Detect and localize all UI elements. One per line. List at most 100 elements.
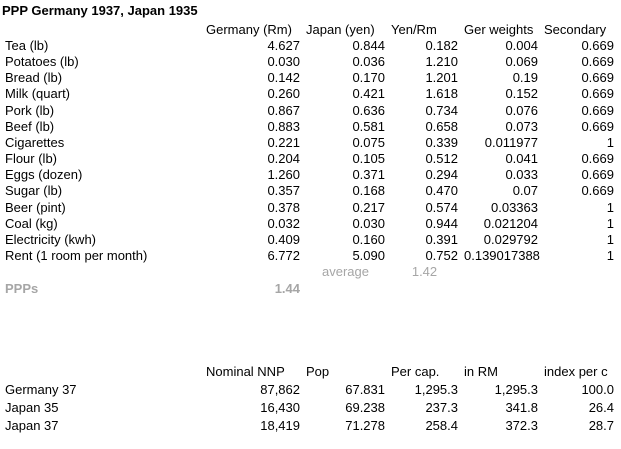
- cell-value: 0.029792: [483, 232, 538, 248]
- cell-value: 237.3: [425, 399, 458, 415]
- price-table-row: Eggs (dozen) 1.260 0.371 0.294 0.033 0.669: [2, 167, 621, 183]
- ppps-label: PPPs: [5, 280, 39, 296]
- cell-value: 0.391: [425, 232, 458, 248]
- nnp-table-row: Japan 35 16,430 69.238 237.3 341.8 26.4: [2, 398, 621, 416]
- cell-value: 0.073: [505, 118, 538, 134]
- nnp-table: Nominal NNP Pop Per cap. in RM index per…: [2, 362, 621, 434]
- cell-value: 28.7: [588, 417, 614, 433]
- cell-value: 0.004: [505, 37, 538, 53]
- price-table-row: Beer (pint) 0.378 0.217 0.574 0.03363 1: [2, 199, 621, 215]
- cell-value: 71.278: [345, 417, 385, 433]
- cell-value: 0.636: [352, 102, 385, 118]
- cell-value: 0.669: [581, 118, 614, 134]
- cell-value: 0.221: [267, 134, 300, 150]
- cell-value: 1.260: [267, 167, 300, 183]
- cell-value: 0.076: [505, 102, 538, 118]
- cell-value: 0.669: [581, 102, 614, 118]
- cell-value: 6.772: [267, 248, 300, 264]
- cell-value: 0.574: [425, 199, 458, 215]
- price-table-body: Tea (lb) 4.627 0.844 0.182 0.004 0.669 Potatoe…: [2, 37, 621, 264]
- row-label: Japan 35: [5, 399, 59, 415]
- row-label: Tea (lb): [5, 37, 49, 53]
- cell-value: 0.734: [425, 102, 458, 118]
- cell-value: 1,295.3: [414, 381, 458, 397]
- cell-value: 0.182: [425, 37, 458, 53]
- cell-value: 67.831: [345, 381, 385, 397]
- cell-value: 1.618: [425, 86, 458, 102]
- row-label: Sugar (lb): [5, 183, 63, 199]
- price-table-row: Flour (lb) 0.204 0.105 0.512 0.041 0.669: [2, 151, 621, 167]
- cell-value: 0.204: [267, 151, 300, 167]
- cell-value: 0.142: [267, 70, 300, 86]
- col-header-germany: Germany (Rm): [206, 21, 292, 37]
- row-label: Germany 37: [5, 381, 77, 397]
- col-header-per-cap: Per cap.: [391, 363, 440, 379]
- nnp-table-body: Germany 37 87,862 67.831 1,295.3 1,295.3 100.…: [2, 380, 621, 434]
- cell-value: 1: [606, 215, 614, 231]
- cell-value: 0.357: [267, 183, 300, 199]
- cell-value: 26.4: [588, 399, 614, 415]
- cell-value: 18,419: [260, 417, 300, 433]
- cell-value: 0.139017388: [464, 248, 540, 264]
- price-table-row: Pork (lb) 0.867 0.636 0.734 0.076 0.669: [2, 102, 621, 118]
- cell-value: 87,862: [260, 381, 300, 397]
- cell-value: 0.069: [505, 53, 538, 69]
- price-table-header-row: Germany (Rm) Japan (yen) Yen/Rm Ger weig…: [2, 21, 621, 37]
- cell-value: 1: [606, 199, 614, 215]
- price-table-row: Bread (lb) 0.142 0.170 1.201 0.19 0.669: [2, 70, 621, 86]
- price-table-row: Electricity (kwh) 0.409 0.160 0.391 0.029792…: [2, 231, 621, 247]
- cell-value: 0.658: [425, 118, 458, 134]
- cell-value: 0.160: [352, 232, 385, 248]
- row-label: Beer (pint): [5, 199, 66, 215]
- nnp-table-row: Japan 37 18,419 71.278 258.4 372.3 28.7: [2, 416, 621, 434]
- cell-value: 0.581: [352, 118, 385, 134]
- cell-value: 1: [606, 232, 614, 248]
- cell-value: 0.944: [425, 215, 458, 231]
- cell-value: 0.170: [352, 70, 385, 86]
- col-header-secondary: Secondary: [544, 21, 607, 37]
- price-table-row: Tea (lb) 4.627 0.844 0.182 0.004 0.669: [2, 37, 621, 53]
- ppps-row: PPPs 1.44: [2, 280, 621, 296]
- cell-value: 0.339: [425, 134, 458, 150]
- nnp-table-header-row: Nominal NNP Pop Per cap. in RM index per…: [2, 362, 621, 380]
- cell-value: 0.669: [581, 86, 614, 102]
- cell-value: 0.378: [267, 199, 300, 215]
- cell-value: 16,430: [260, 399, 300, 415]
- cell-value: 0.669: [581, 151, 614, 167]
- cell-value: 1: [606, 248, 614, 264]
- average-row: average 1.42: [2, 264, 621, 280]
- cell-value: 0.011977: [484, 134, 538, 150]
- cell-value: 5.090: [352, 248, 385, 264]
- row-label: Bread (lb): [5, 70, 63, 86]
- cell-value: 0.409: [267, 232, 300, 248]
- cell-value: 258.4: [425, 417, 458, 433]
- cell-value: 0.867: [267, 102, 300, 118]
- cell-value: 0.152: [505, 86, 538, 102]
- cell-value: 0.021204: [483, 215, 538, 231]
- cell-value: 0.512: [425, 151, 458, 167]
- price-table-row: Potatoes (lb) 0.030 0.036 1.210 0.069 0.669: [2, 53, 621, 69]
- average-value: 1.42: [411, 264, 438, 280]
- cell-value: 1.210: [425, 53, 458, 69]
- row-label: Eggs (dozen): [5, 167, 83, 183]
- cell-value: 0.07: [512, 183, 538, 199]
- cell-value: 0.041: [505, 151, 538, 167]
- cell-value: 0.669: [581, 183, 614, 199]
- row-label: Flour (lb): [5, 151, 58, 167]
- price-table-row: Beef (lb) 0.883 0.581 0.658 0.073 0.669: [2, 118, 621, 134]
- cell-value: 0.217: [352, 199, 385, 215]
- average-label: average: [322, 264, 369, 280]
- cell-value: 0.105: [352, 151, 385, 167]
- price-table-row: Rent (1 room per month) 6.772 5.090 0.752 0.…: [2, 248, 621, 264]
- row-label: Potatoes (lb): [5, 53, 79, 69]
- cell-value: 1: [606, 134, 614, 150]
- price-table-row: Cigarettes 0.221 0.075 0.339 0.011977 1: [2, 134, 621, 150]
- cell-value: 0.669: [581, 37, 614, 53]
- row-label: Milk (quart): [5, 86, 71, 102]
- cell-value: 0.032: [267, 215, 300, 231]
- cell-value: 0.033: [505, 167, 538, 183]
- cell-value: 0.470: [425, 183, 458, 199]
- col-header-japan: Japan (yen): [306, 21, 375, 37]
- cell-value: 0.883: [267, 118, 300, 134]
- cell-value: 0.669: [581, 70, 614, 86]
